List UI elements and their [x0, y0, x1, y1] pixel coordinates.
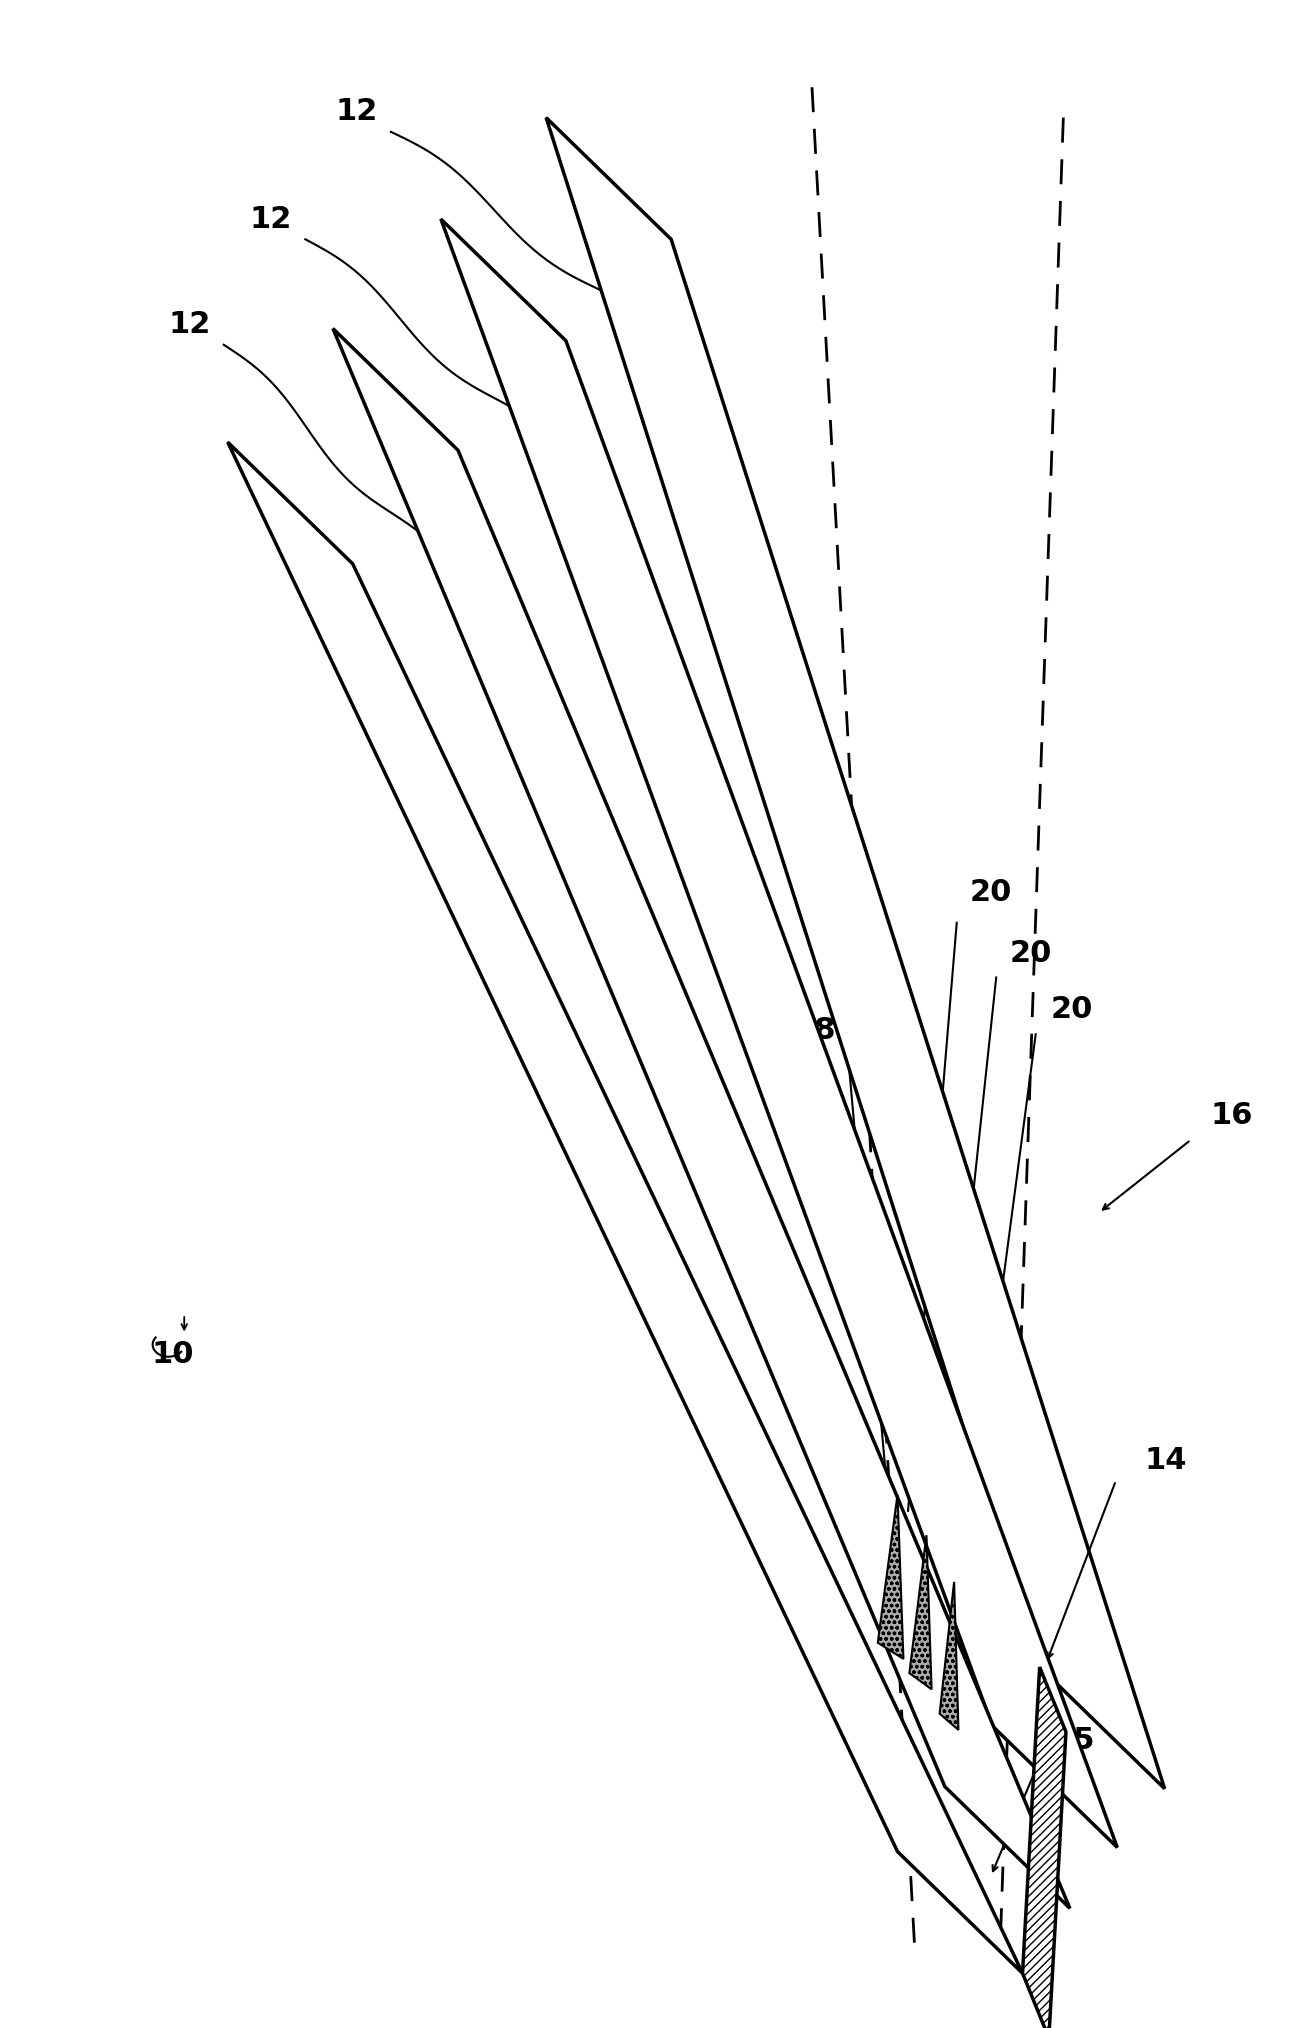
Text: 12: 12: [168, 310, 211, 339]
Text: 12: 12: [250, 205, 292, 233]
Polygon shape: [546, 118, 1165, 1789]
Polygon shape: [1023, 1667, 1066, 2028]
Text: 20: 20: [1050, 996, 1092, 1024]
Text: 14: 14: [1145, 1446, 1187, 1474]
Text: 15: 15: [1053, 1726, 1095, 1754]
Text: 20: 20: [970, 878, 1012, 907]
Polygon shape: [909, 1535, 932, 1689]
Polygon shape: [333, 329, 1070, 1908]
Text: 18: 18: [794, 1016, 836, 1044]
Text: 16: 16: [1211, 1101, 1253, 1130]
Polygon shape: [441, 219, 1117, 1848]
Polygon shape: [228, 442, 1023, 1973]
Text: 12: 12: [336, 97, 378, 126]
Polygon shape: [878, 1495, 903, 1659]
Text: 20: 20: [1009, 939, 1051, 967]
Polygon shape: [940, 1582, 958, 1730]
Text: 10: 10: [151, 1341, 193, 1369]
